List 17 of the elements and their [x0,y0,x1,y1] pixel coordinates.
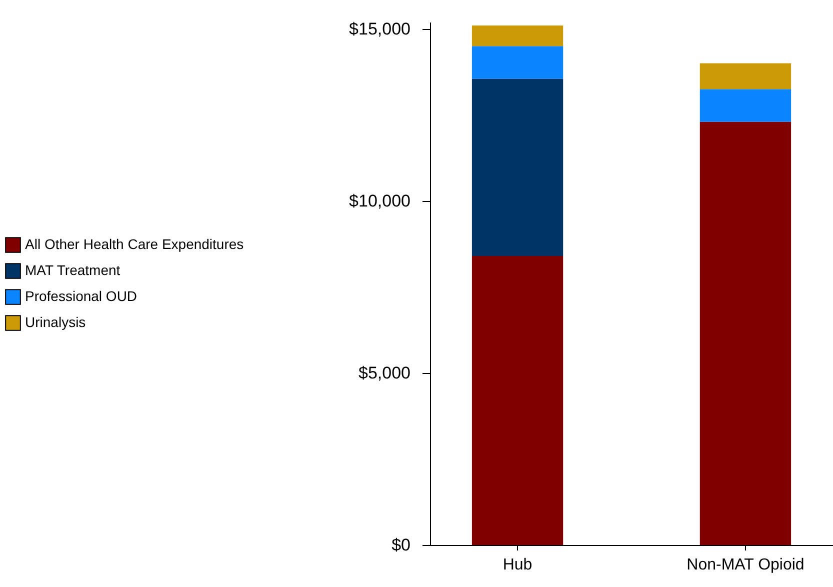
bar [472,25,564,46]
x-tick-label: Hub [502,556,532,574]
y-tick-label: $0 [392,536,410,554]
bar [700,122,792,545]
legend-label: All Other Health Care Expenditures [25,236,244,252]
y-tick-label: $15,000 [349,19,410,38]
legend-label: MAT Treatment [25,262,120,278]
bar [472,46,564,79]
bar [472,78,564,256]
bar [700,63,792,90]
y-tick-label: $10,000 [349,191,410,210]
x-tick-label: Non-MAT Opioid [686,556,804,574]
legend-label: Urinalysis [25,314,86,330]
bar [472,256,564,545]
legend-label: Professional OUD [25,288,138,304]
bar [700,89,792,122]
y-tick-label: $5,000 [358,363,410,382]
